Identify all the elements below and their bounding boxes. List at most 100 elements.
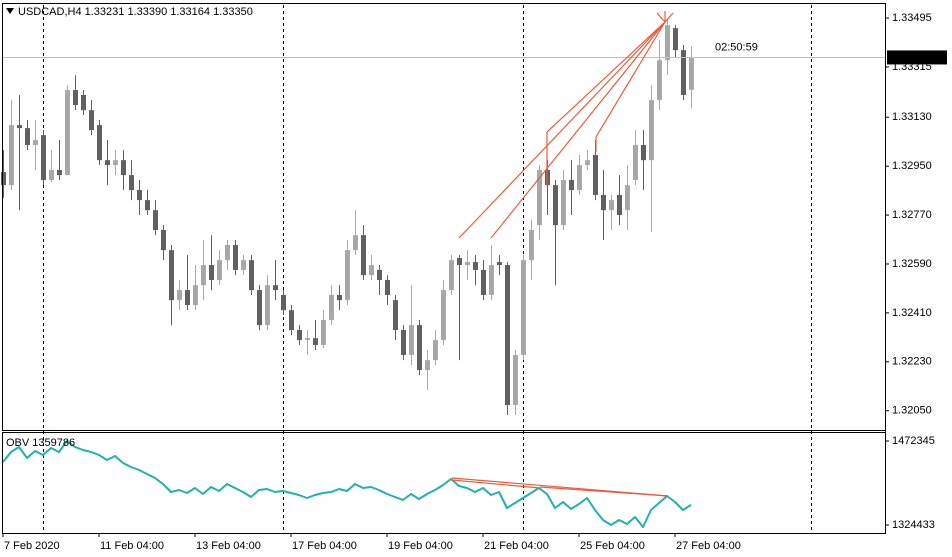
candle-body <box>337 294 342 301</box>
candle-body <box>57 169 62 176</box>
candle-body <box>601 194 606 211</box>
candle-body <box>289 310 294 330</box>
candle-body <box>481 269 486 295</box>
candle-body <box>313 338 318 345</box>
candle-body <box>121 160 126 176</box>
price-panel: 02:50:59 <box>1 18 885 416</box>
y-tick-label: 1472345 <box>892 435 935 447</box>
candle-body <box>17 125 22 129</box>
candle-body <box>681 50 686 95</box>
y-tick-label: 1324433 <box>892 519 935 531</box>
candle-body <box>361 235 366 276</box>
candle-body <box>25 128 30 145</box>
candle-body <box>409 325 414 355</box>
trend-line <box>490 21 666 239</box>
candle-body <box>129 175 134 191</box>
candle-body <box>9 125 14 186</box>
candle-body <box>537 169 542 226</box>
candle-body <box>385 280 390 295</box>
y-tick-label: 1.32590 <box>892 258 932 270</box>
x-tick-label: 11 Feb 04:00 <box>100 540 164 552</box>
candle-body <box>513 355 518 405</box>
indicator-title: OBV 1359786 <box>6 437 75 449</box>
candle-body <box>553 185 558 226</box>
candle-body <box>169 250 174 301</box>
candle-body <box>393 300 398 330</box>
trend-lines <box>451 11 674 497</box>
candle-body <box>497 262 502 266</box>
candle-body <box>521 260 526 355</box>
candle-body <box>113 160 118 166</box>
chart-title: USDCAD,H4 1.33231 1.33390 1.33164 1.3335… <box>18 6 253 18</box>
candle-body <box>505 265 510 405</box>
y-tick-label: 1.32770 <box>892 209 932 221</box>
candle-body <box>649 100 654 161</box>
y-tick-label: 1.33130 <box>892 111 932 123</box>
candle-body <box>633 144 638 180</box>
candle-body <box>657 60 662 101</box>
candle-body <box>49 169 54 180</box>
candle-body <box>81 94 86 111</box>
candle-body <box>161 230 166 251</box>
candle-body <box>89 110 94 130</box>
menu-triangle[interactable] <box>6 8 14 14</box>
candle-body <box>321 319 326 345</box>
candle-body <box>73 90 78 105</box>
y-tick-label: 1.33495 <box>892 12 932 24</box>
candle-body <box>41 135 46 180</box>
y-tick-label: 1.32950 <box>892 160 932 172</box>
candle-body <box>641 144 646 161</box>
x-tick-label: 13 Feb 04:00 <box>196 540 261 552</box>
candle-body <box>673 28 678 51</box>
candle-body <box>1 172 6 186</box>
trend-line <box>595 21 666 138</box>
candle-body <box>257 290 262 326</box>
candle-body <box>465 262 470 266</box>
obv-line <box>2 440 692 528</box>
candle-body <box>33 140 38 145</box>
candle-body <box>577 165 582 191</box>
candle-body <box>593 155 598 195</box>
candle-body <box>529 230 534 261</box>
candle-body <box>241 260 246 270</box>
trend-line <box>451 479 541 489</box>
candle-body <box>193 285 198 305</box>
obv-panel <box>2 440 692 528</box>
y-tick-label: 1.32050 <box>892 405 932 417</box>
x-tick-label: 27 Feb 04:00 <box>676 540 741 552</box>
candle-body <box>329 294 334 320</box>
candle-body <box>457 257 462 266</box>
candle-body <box>561 180 566 226</box>
candle-body <box>217 260 222 280</box>
y-tick-label: 1.32230 <box>892 356 932 368</box>
x-tick-label: 25 Feb 04:00 <box>580 540 645 552</box>
candle-body <box>105 160 110 166</box>
trend-line <box>539 486 669 497</box>
x-tick-label: 21 Feb 04:00 <box>484 540 549 552</box>
trend-line <box>458 21 666 239</box>
candle-body <box>489 265 494 295</box>
current-price-label: 1.33350 <box>892 51 932 63</box>
candle-body <box>689 57 694 90</box>
candle-body <box>145 200 150 211</box>
candle-body <box>473 262 478 270</box>
candle-body <box>433 340 438 361</box>
candle-body <box>201 265 206 286</box>
candle-body <box>449 260 454 291</box>
candle-body <box>225 244 230 261</box>
candle-body <box>65 90 70 176</box>
candle-body <box>281 294 286 311</box>
candle-body <box>305 338 310 341</box>
candle-body <box>185 290 190 305</box>
candle-body <box>137 190 142 201</box>
x-tick-label: 17 Feb 04:00 <box>292 540 357 552</box>
candle-body <box>425 360 430 370</box>
candle-body <box>249 260 254 291</box>
candle-body <box>377 269 382 280</box>
candle-body <box>265 285 270 326</box>
candle-body <box>585 160 590 166</box>
candle-body <box>153 210 158 230</box>
current-price-box <box>887 50 947 65</box>
candle-body <box>209 265 214 280</box>
candle-body <box>233 244 238 270</box>
